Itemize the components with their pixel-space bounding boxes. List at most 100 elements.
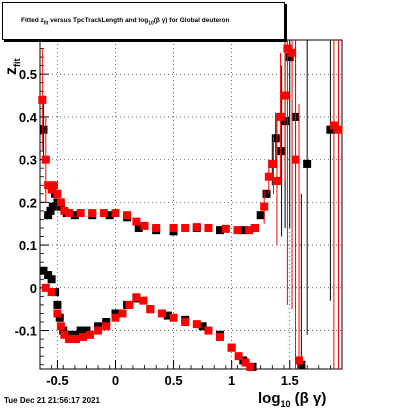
data-point bbox=[234, 352, 243, 361]
data-point bbox=[181, 224, 190, 232]
x-tick-label: 0 bbox=[112, 373, 119, 388]
data-point bbox=[118, 309, 127, 318]
data-point bbox=[297, 360, 306, 369]
data-point bbox=[41, 283, 50, 292]
data-point bbox=[76, 326, 85, 335]
data-point bbox=[123, 211, 132, 220]
data-point bbox=[264, 172, 273, 181]
data-point bbox=[134, 224, 143, 232]
data-point bbox=[181, 318, 190, 326]
data-point bbox=[39, 125, 48, 134]
data-point bbox=[65, 330, 74, 339]
chart-grid bbox=[40, 40, 342, 369]
y-tick-label: 0.4 bbox=[19, 110, 38, 125]
data-point bbox=[47, 275, 56, 284]
data-point bbox=[46, 206, 55, 215]
axis-labels: zfit log10 (β γ) bbox=[3, 59, 326, 409]
data-point bbox=[246, 362, 255, 371]
data-point bbox=[204, 326, 213, 335]
data-point bbox=[49, 181, 58, 190]
y-tick-label: -0.1 bbox=[15, 324, 37, 339]
data-point bbox=[60, 330, 69, 339]
data-point bbox=[140, 221, 149, 230]
y-tick-label: 0.2 bbox=[19, 195, 37, 210]
data-point bbox=[285, 53, 294, 62]
data-point bbox=[276, 112, 285, 121]
data-point bbox=[125, 300, 134, 309]
data-point bbox=[334, 125, 343, 134]
data-point bbox=[204, 224, 213, 232]
y-tick-label: 0.1 bbox=[19, 238, 37, 253]
chart-title: Fitted zfit versus TpcTrackLength and lo… bbox=[21, 17, 230, 27]
data-point bbox=[262, 189, 271, 198]
data-point bbox=[192, 223, 201, 232]
data-point bbox=[169, 224, 178, 232]
data-point bbox=[157, 309, 166, 318]
data-point bbox=[70, 330, 79, 339]
data-point bbox=[88, 209, 97, 218]
data-point bbox=[85, 330, 94, 339]
data-point bbox=[56, 202, 65, 211]
data-point bbox=[53, 309, 62, 318]
data-point bbox=[60, 206, 69, 215]
data-point bbox=[233, 226, 242, 235]
data-point bbox=[216, 332, 225, 341]
data-point bbox=[94, 326, 103, 335]
data-point bbox=[47, 288, 56, 297]
data-point bbox=[272, 177, 281, 185]
y-tick-label: 0.5 bbox=[19, 67, 37, 82]
data-point bbox=[44, 271, 53, 279]
series-layer bbox=[38, 40, 343, 371]
data-point bbox=[72, 335, 81, 344]
data-series bbox=[38, 40, 343, 371]
data-point bbox=[82, 326, 91, 335]
data-point bbox=[216, 226, 225, 235]
data-point bbox=[47, 185, 56, 194]
x-tick-label: 1.5 bbox=[281, 373, 299, 388]
axis-ticks: -0.5 0 0.5 1 1.5 -0.1 0 0.1 0.2 0.3 0.4 0.5 bbox=[15, 48, 331, 388]
data-point bbox=[169, 313, 178, 322]
data-point bbox=[111, 209, 120, 218]
data-point bbox=[94, 322, 103, 331]
data-point bbox=[277, 147, 286, 156]
data-point bbox=[241, 358, 250, 367]
data-point bbox=[288, 48, 297, 57]
data-point bbox=[283, 44, 292, 53]
data-point bbox=[105, 211, 114, 220]
data-point bbox=[65, 209, 74, 218]
data-point bbox=[44, 181, 53, 190]
x-tick-label: -0.5 bbox=[46, 373, 68, 388]
data-point bbox=[76, 209, 85, 218]
data-point bbox=[281, 91, 290, 100]
data-point bbox=[55, 313, 64, 322]
data-point bbox=[99, 209, 108, 218]
data-point bbox=[132, 293, 141, 302]
data-point bbox=[102, 318, 111, 326]
data-point bbox=[250, 224, 259, 232]
y-tick-label: 0 bbox=[30, 281, 37, 296]
x-tick-label: 0.5 bbox=[165, 373, 183, 388]
x-tick-label: 1 bbox=[228, 373, 235, 388]
data-point bbox=[291, 155, 300, 164]
data-point bbox=[48, 202, 57, 211]
plot-frame bbox=[39, 39, 343, 370]
data-point bbox=[245, 226, 254, 235]
data-point bbox=[41, 155, 50, 164]
data-point bbox=[56, 322, 65, 331]
data-point bbox=[152, 224, 161, 232]
title-box: Fitted zfit versus TpcTrackLength and lo… bbox=[2, 2, 285, 40]
data-point bbox=[326, 125, 335, 134]
data-point bbox=[295, 356, 304, 365]
data-point bbox=[192, 320, 201, 329]
data-point bbox=[132, 217, 141, 226]
data-point bbox=[59, 326, 68, 335]
data-point bbox=[269, 159, 278, 168]
timestamp-footer: Tue Dec 21 21:56:17 2021 bbox=[4, 396, 100, 405]
data-point bbox=[44, 211, 53, 220]
data-point bbox=[70, 211, 79, 220]
data-point bbox=[271, 134, 280, 143]
data-point bbox=[239, 226, 248, 235]
data-point bbox=[303, 159, 312, 168]
data-point bbox=[198, 322, 207, 331]
